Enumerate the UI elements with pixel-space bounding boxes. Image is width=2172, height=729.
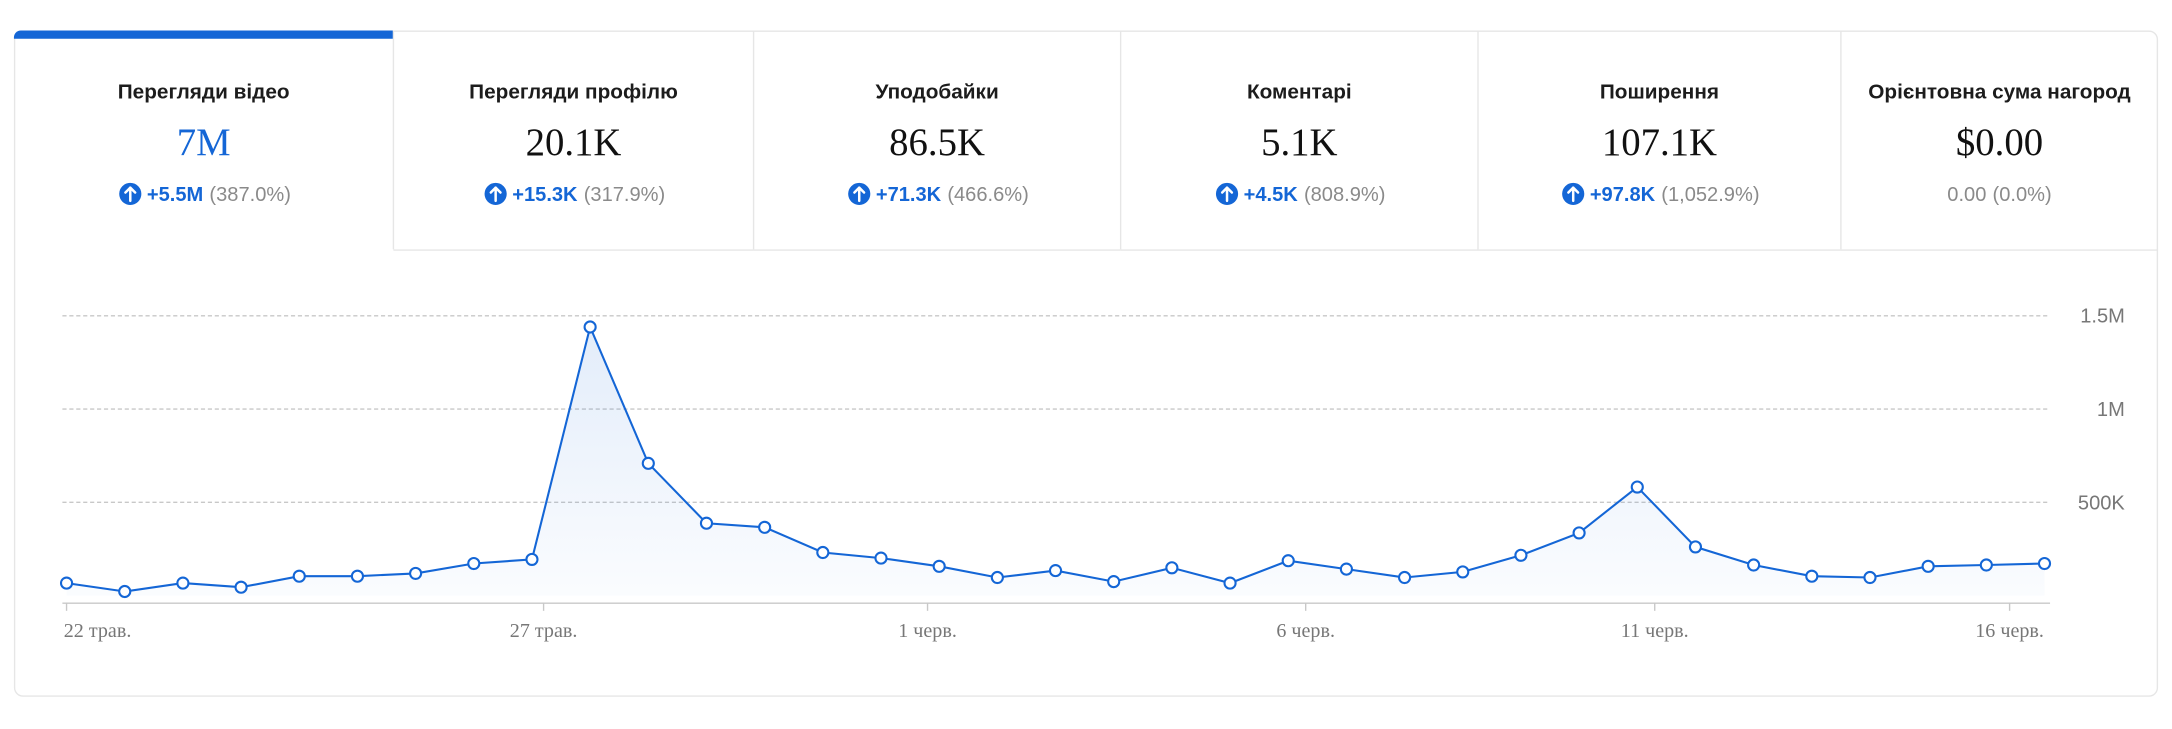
point xyxy=(1165,561,1179,575)
point xyxy=(1223,576,1237,590)
point xyxy=(292,569,306,583)
card xyxy=(13,30,2159,697)
tab-label: Перегляди відео xyxy=(118,80,290,103)
point xyxy=(1107,575,1121,589)
point xyxy=(2037,556,2052,571)
point xyxy=(1281,554,1295,568)
metric-tab[interactable]: Коментарі 5.1K +4.5K (808.9%) xyxy=(1119,30,1478,251)
point xyxy=(1572,526,1586,540)
point xyxy=(1805,569,1819,583)
tab-delta: +71.3K (466.6%) xyxy=(876,181,1029,206)
y-tick-label: 1.5M xyxy=(2080,306,2125,328)
point xyxy=(641,456,655,470)
delta-percent: (317.9%) xyxy=(584,184,665,206)
point xyxy=(874,551,888,565)
area xyxy=(66,326,2045,596)
metric-tab[interactable]: Поширення 107.1K +97.8K (1,052.9%) xyxy=(1477,30,1841,251)
tab-delta: +15.3K (317.9%) xyxy=(512,181,665,206)
point xyxy=(1456,565,1470,579)
delta-change: +15.3K xyxy=(512,184,578,206)
delta-percent: (0.0%) xyxy=(1993,184,2052,206)
y-tick-label: 500K xyxy=(2078,492,2125,514)
point xyxy=(990,570,1004,585)
point xyxy=(816,545,830,560)
delta-percent: (1,052.9%) xyxy=(1661,184,1759,206)
point xyxy=(1863,570,1877,585)
tab-label: Уподобайки xyxy=(875,80,998,103)
point xyxy=(1921,559,1935,573)
metric-tab[interactable]: Уподобайки 86.5K +71.3K (466.6%) xyxy=(752,30,1121,251)
point xyxy=(1397,570,1412,585)
tab-value: 5.1K xyxy=(1261,121,1337,164)
metric-tab[interactable]: Орієнтовна сума нагород $0.00 0.00 (0.0%) xyxy=(1840,30,2159,251)
x-tick-label: 22 трав. xyxy=(64,620,132,642)
x-tick-label: 11 черв. xyxy=(1621,620,1689,642)
metric-tab[interactable]: Перегляди профілю 20.1K +15.3K (317.9%) xyxy=(392,30,754,251)
delta-change: +71.3K xyxy=(876,184,942,206)
tab-delta: 0.00 (0.0%) xyxy=(1947,181,2051,206)
up-arrow xyxy=(489,186,502,203)
x-tick-label: 16 черв. xyxy=(1975,620,2044,642)
up-arrow xyxy=(124,186,137,203)
tab-delta: +5.5M (387.0%) xyxy=(147,181,291,206)
point xyxy=(409,566,423,580)
tab-value: 86.5K xyxy=(889,121,985,164)
delta-change: 0.00 xyxy=(1947,184,1986,206)
tab-label: Перегляди профілю xyxy=(469,80,678,103)
up-arrow xyxy=(1567,186,1580,203)
point xyxy=(758,520,772,534)
point xyxy=(59,576,74,590)
point xyxy=(1514,548,1528,562)
tab-value: 107.1K xyxy=(1602,121,1717,164)
delta-percent: (466.6%) xyxy=(947,184,1028,206)
y-tick-label: 1M xyxy=(2097,399,2125,421)
x-tick-label: 6 черв. xyxy=(1276,620,1335,642)
tab-value: 20.1K xyxy=(526,121,622,164)
point xyxy=(1747,558,1761,572)
tab-label: Поширення xyxy=(1600,80,1719,103)
point xyxy=(467,556,481,571)
x-tick-label: 27 трав. xyxy=(510,620,578,642)
point xyxy=(699,516,714,530)
point xyxy=(350,569,365,583)
up-arrow xyxy=(1220,186,1234,203)
tab-value: $0.00 xyxy=(1956,121,2043,164)
point xyxy=(1630,480,1644,494)
tab-delta: +97.8K (1,052.9%) xyxy=(1590,181,1760,206)
tab-value: 7M xyxy=(177,121,231,164)
point xyxy=(1339,562,1353,576)
tab-label: Орієнтовна сума нагород xyxy=(1868,80,2130,103)
tab-delta: +4.5K (808.9%) xyxy=(1244,181,1386,206)
metric-tab[interactable]: Перегляди відео 7M +5.5M (387.0%) xyxy=(13,30,394,206)
point xyxy=(583,320,597,334)
delta-percent: (808.9%) xyxy=(1304,184,1385,206)
delta-change: +4.5K xyxy=(1244,184,1299,206)
delta-change: +5.5M xyxy=(147,184,203,206)
tab-label: Коментарі xyxy=(1247,80,1352,103)
point xyxy=(234,580,248,594)
selected-indicator xyxy=(13,30,394,39)
point xyxy=(1979,558,1993,572)
delta-change: +97.8K xyxy=(1590,184,1656,206)
point xyxy=(118,584,132,599)
point xyxy=(176,576,190,590)
x-tick-label: 1 черв. xyxy=(898,620,957,642)
point xyxy=(932,559,946,573)
point xyxy=(525,552,539,566)
point xyxy=(1688,540,1703,554)
up-arrow xyxy=(853,186,866,203)
delta-percent: (387.0%) xyxy=(209,184,290,206)
point xyxy=(1048,564,1063,578)
